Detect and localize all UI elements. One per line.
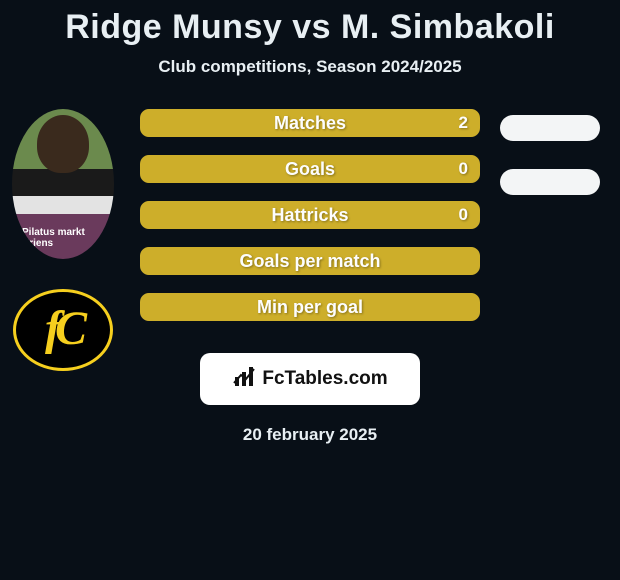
stat-bar: Hattricks 0 [140, 201, 480, 229]
footer-logo-text: FcTables.com [262, 368, 387, 390]
left-player-column: Pilatus markt Kriens fC [8, 109, 118, 371]
subtitle: Club competitions, Season 2024/2025 [0, 57, 620, 77]
chart-icon [232, 365, 256, 394]
right-opponent-column [500, 115, 600, 195]
stat-bars: Matches 2 Goals 0 Hattricks 0 Goals per match M… [140, 109, 480, 321]
stat-label: Matches [274, 113, 346, 134]
footer-date: 20 february 2025 [0, 425, 620, 445]
stat-label: Goals per match [239, 251, 380, 272]
club-badge-text: fC [45, 301, 81, 356]
stat-label: Min per goal [257, 297, 363, 318]
stat-bar: Goals per match [140, 247, 480, 275]
stat-bar: Min per goal [140, 293, 480, 321]
stat-value: 2 [459, 113, 468, 133]
stat-value: 0 [459, 159, 468, 179]
club-badge: fC [13, 289, 113, 371]
stat-value: 0 [459, 205, 468, 225]
footer-logo: FcTables.com [200, 353, 420, 405]
player-avatar: Pilatus markt Kriens [12, 109, 114, 259]
opponent-avatar-placeholder [500, 115, 600, 141]
content-area: Pilatus markt Kriens fC Matches2Goals0Ha… [0, 109, 620, 321]
stat-label: Hattricks [271, 205, 348, 226]
page-title: Ridge Munsy vs M. Simbakoli [0, 0, 620, 47]
stat-label: Goals [285, 159, 335, 180]
stat-bar: Goals 0 [140, 155, 480, 183]
stat-bar: Matches 2 [140, 109, 480, 137]
avatar-jersey-text: Pilatus markt Kriens [22, 227, 114, 249]
opponent-badge-placeholder [500, 169, 600, 195]
